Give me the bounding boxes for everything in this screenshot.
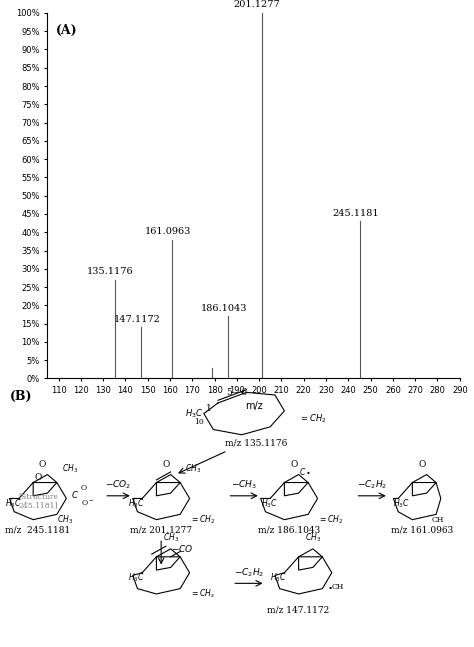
Text: $H_3C$: $H_3C$ xyxy=(270,572,287,584)
Text: O: O xyxy=(81,485,87,492)
Text: $C$: $C$ xyxy=(71,489,79,500)
Text: $=CH_2$: $=CH_2$ xyxy=(299,413,326,425)
Text: $H_3C$: $H_3C$ xyxy=(393,498,410,510)
Text: $-CH_3$: $-CH_3$ xyxy=(231,479,257,491)
Text: $CH_3$: $CH_3$ xyxy=(163,532,179,544)
Text: 186.1043: 186.1043 xyxy=(201,303,247,313)
Text: O: O xyxy=(162,459,170,468)
Text: (B): (B) xyxy=(9,389,32,402)
Text: O: O xyxy=(418,459,426,468)
Text: $CH_3$: $CH_3$ xyxy=(57,513,73,526)
Text: (A): (A) xyxy=(55,24,77,37)
Text: $-CO$: $-CO$ xyxy=(171,542,193,553)
Text: $H_3C$: $H_3C$ xyxy=(5,498,21,510)
Text: O: O xyxy=(34,473,42,482)
Text: O$^-$: O$^-$ xyxy=(81,499,94,509)
Text: $=CH_s$: $=CH_s$ xyxy=(190,587,215,600)
Text: $H_3C$: $H_3C$ xyxy=(185,408,203,420)
Text: $C\bullet$: $C\bullet$ xyxy=(299,466,311,477)
Text: 161.0963: 161.0963 xyxy=(145,227,191,236)
Text: O: O xyxy=(290,459,298,468)
Text: m/z 161.0963: m/z 161.0963 xyxy=(391,526,453,535)
Text: O: O xyxy=(39,459,46,468)
Text: m/z 135.1176: m/z 135.1176 xyxy=(225,438,287,447)
Text: 201.1277: 201.1277 xyxy=(234,0,281,9)
Text: m/z 147.1172: m/z 147.1172 xyxy=(267,606,330,615)
Text: m/z  245.1181: m/z 245.1181 xyxy=(5,526,71,535)
Text: 245.1181: 245.1181 xyxy=(332,208,379,217)
Text: $-C_2H_2$: $-C_2H_2$ xyxy=(357,479,387,491)
Text: $H_3C$: $H_3C$ xyxy=(128,572,145,584)
Text: 5   6: 5 6 xyxy=(227,388,247,397)
Text: $CH_3$: $CH_3$ xyxy=(305,532,321,544)
X-axis label: m/z: m/z xyxy=(245,400,263,411)
Text: 135.1176: 135.1176 xyxy=(87,267,133,276)
Text: 1: 1 xyxy=(206,404,211,413)
Text: $-C_2H_2$: $-C_2H_2$ xyxy=(234,566,264,579)
Text: m/z 201.1277: m/z 201.1277 xyxy=(130,526,192,535)
Text: $-CO_2$: $-CO_2$ xyxy=(105,479,132,491)
Text: $H_3C$: $H_3C$ xyxy=(261,498,277,510)
Text: $\bullet$: $\bullet$ xyxy=(327,583,333,591)
Text: m/z 186.1043: m/z 186.1043 xyxy=(258,526,320,535)
Text: CH: CH xyxy=(431,516,444,524)
Text: $CH_3$: $CH_3$ xyxy=(62,463,78,476)
Text: 147.1172: 147.1172 xyxy=(113,314,160,324)
Text: CH: CH xyxy=(332,583,344,591)
Text: $H_3C$: $H_3C$ xyxy=(128,498,145,510)
Text: $=CH_2$: $=CH_2$ xyxy=(318,513,343,526)
Text: $=CH_2$: $=CH_2$ xyxy=(190,513,215,526)
Text: [Structure
245.1181]: [Structure 245.1181] xyxy=(18,492,58,510)
Text: $CH_3$: $CH_3$ xyxy=(185,463,201,476)
Text: 10: 10 xyxy=(194,417,204,426)
